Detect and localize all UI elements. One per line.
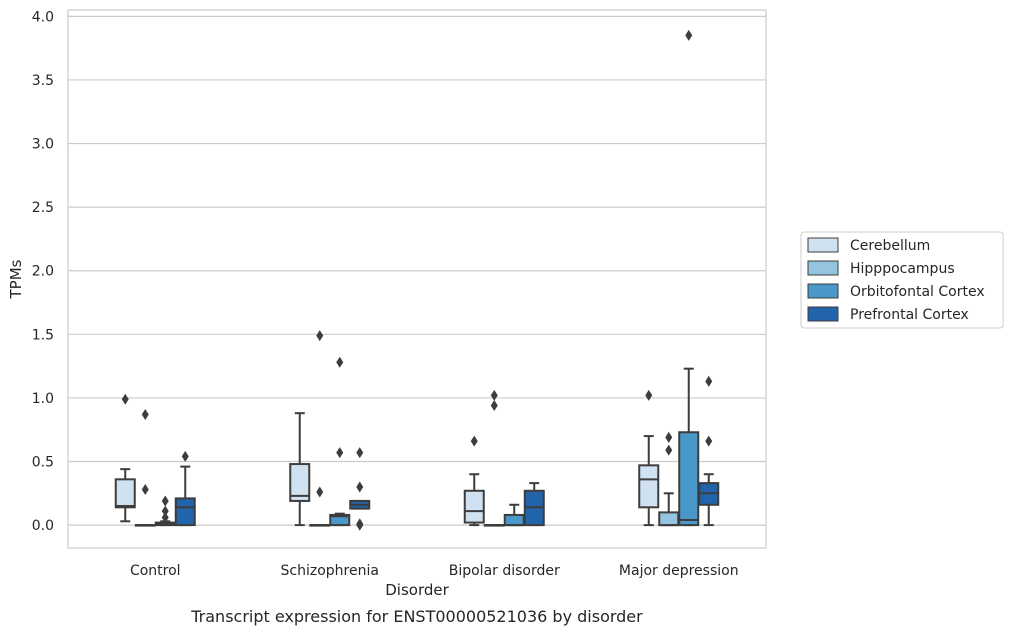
box-iqr bbox=[289, 463, 311, 502]
legend-label: Cerebellum bbox=[850, 238, 930, 254]
x-tick-label: Major depression bbox=[619, 563, 739, 579]
box-groups bbox=[114, 29, 720, 531]
outlier-point bbox=[490, 400, 498, 412]
box bbox=[698, 375, 720, 527]
y-tick-label: 1.5 bbox=[32, 327, 54, 343]
legend-label: Hipppocampus bbox=[850, 261, 955, 277]
y-axis-label: TPMs bbox=[7, 259, 25, 299]
box-iqr bbox=[638, 464, 660, 509]
outlier-point bbox=[316, 330, 324, 342]
box bbox=[638, 389, 660, 527]
legend-swatch bbox=[807, 260, 839, 276]
outlier-point bbox=[161, 495, 169, 507]
legend-label: Prefrontal Cortex bbox=[850, 307, 969, 323]
x-tick-label: Control bbox=[130, 563, 181, 579]
outlier-point bbox=[490, 389, 498, 401]
outlier-point bbox=[356, 518, 364, 530]
x-tick-label: Bipolar disorder bbox=[449, 563, 560, 579]
outlier-point bbox=[336, 356, 344, 368]
y-axis-ticks: 0.0 0.5 1.0 1.5 2.0 2.5 3.0 3.5 4.0 bbox=[32, 9, 54, 534]
box-group bbox=[114, 393, 196, 527]
outlier-point bbox=[336, 447, 344, 459]
outlier-point bbox=[705, 375, 713, 387]
outlier-point bbox=[121, 393, 129, 405]
outlier-point bbox=[470, 435, 478, 447]
box-iqr bbox=[658, 511, 680, 527]
outlier-point bbox=[316, 486, 324, 498]
outlier-point bbox=[665, 431, 673, 443]
outlier-point bbox=[356, 481, 364, 493]
outlier-point bbox=[161, 511, 169, 523]
legend-swatch bbox=[807, 306, 839, 322]
outlier-point bbox=[356, 447, 364, 459]
outlier-point bbox=[685, 29, 693, 41]
legend-label: Orbitofontal Cortex bbox=[850, 284, 985, 300]
box-group bbox=[289, 330, 371, 531]
box bbox=[114, 393, 136, 523]
legend-swatch bbox=[807, 283, 839, 299]
legend-item: Orbitofontal Cortex bbox=[807, 283, 985, 300]
y-tick-label: 3.0 bbox=[32, 137, 54, 153]
box bbox=[523, 482, 545, 527]
box bbox=[329, 356, 351, 527]
outlier-point bbox=[161, 505, 169, 517]
x-axis-ticks: Control Schizophrenia Bipolar disorder Majo… bbox=[130, 563, 739, 579]
box-group bbox=[463, 389, 545, 527]
outlier-point bbox=[181, 450, 189, 462]
outlier-point bbox=[705, 435, 713, 447]
box bbox=[349, 447, 371, 531]
box-group bbox=[638, 29, 720, 527]
y-tick-label: 0.0 bbox=[32, 518, 54, 534]
legend-item: Prefrontal Cortex bbox=[807, 306, 969, 323]
box-iqr bbox=[114, 478, 136, 509]
legend-frame bbox=[800, 231, 1004, 329]
y-tick-label: 2.0 bbox=[32, 264, 54, 280]
outlier-point bbox=[141, 483, 149, 495]
box bbox=[174, 450, 196, 527]
gridlines bbox=[68, 15, 766, 526]
legend-item: Cerebellum bbox=[807, 237, 930, 254]
legend: Cerebellum Hipppocampus Orbitofontal Corte… bbox=[800, 231, 1004, 329]
plot-area bbox=[67, 9, 767, 549]
y-tick-label: 3.5 bbox=[32, 73, 54, 89]
y-tick-label: 1.0 bbox=[32, 391, 54, 407]
box bbox=[289, 412, 311, 527]
outlier-point bbox=[665, 444, 673, 456]
outlier-point bbox=[141, 408, 149, 420]
x-axis-label: Disorder bbox=[385, 581, 449, 599]
box-iqr bbox=[503, 513, 525, 527]
box-iqr bbox=[463, 489, 485, 524]
box bbox=[483, 389, 505, 527]
outlier-point bbox=[645, 389, 653, 401]
box-iqr bbox=[174, 497, 196, 527]
legend-item: Hipppocampus bbox=[807, 260, 955, 277]
y-tick-label: 4.0 bbox=[32, 9, 54, 25]
box bbox=[678, 29, 700, 527]
x-tick-label: Schizophrenia bbox=[281, 563, 379, 579]
box bbox=[463, 435, 485, 527]
y-tick-label: 0.5 bbox=[32, 455, 54, 471]
box-iqr bbox=[329, 513, 351, 527]
legend-swatch bbox=[807, 237, 839, 253]
y-tick-label: 2.5 bbox=[32, 200, 54, 216]
chart-caption: Transcript expression for ENST0000052103… bbox=[190, 607, 643, 626]
box-iqr bbox=[678, 431, 700, 527]
